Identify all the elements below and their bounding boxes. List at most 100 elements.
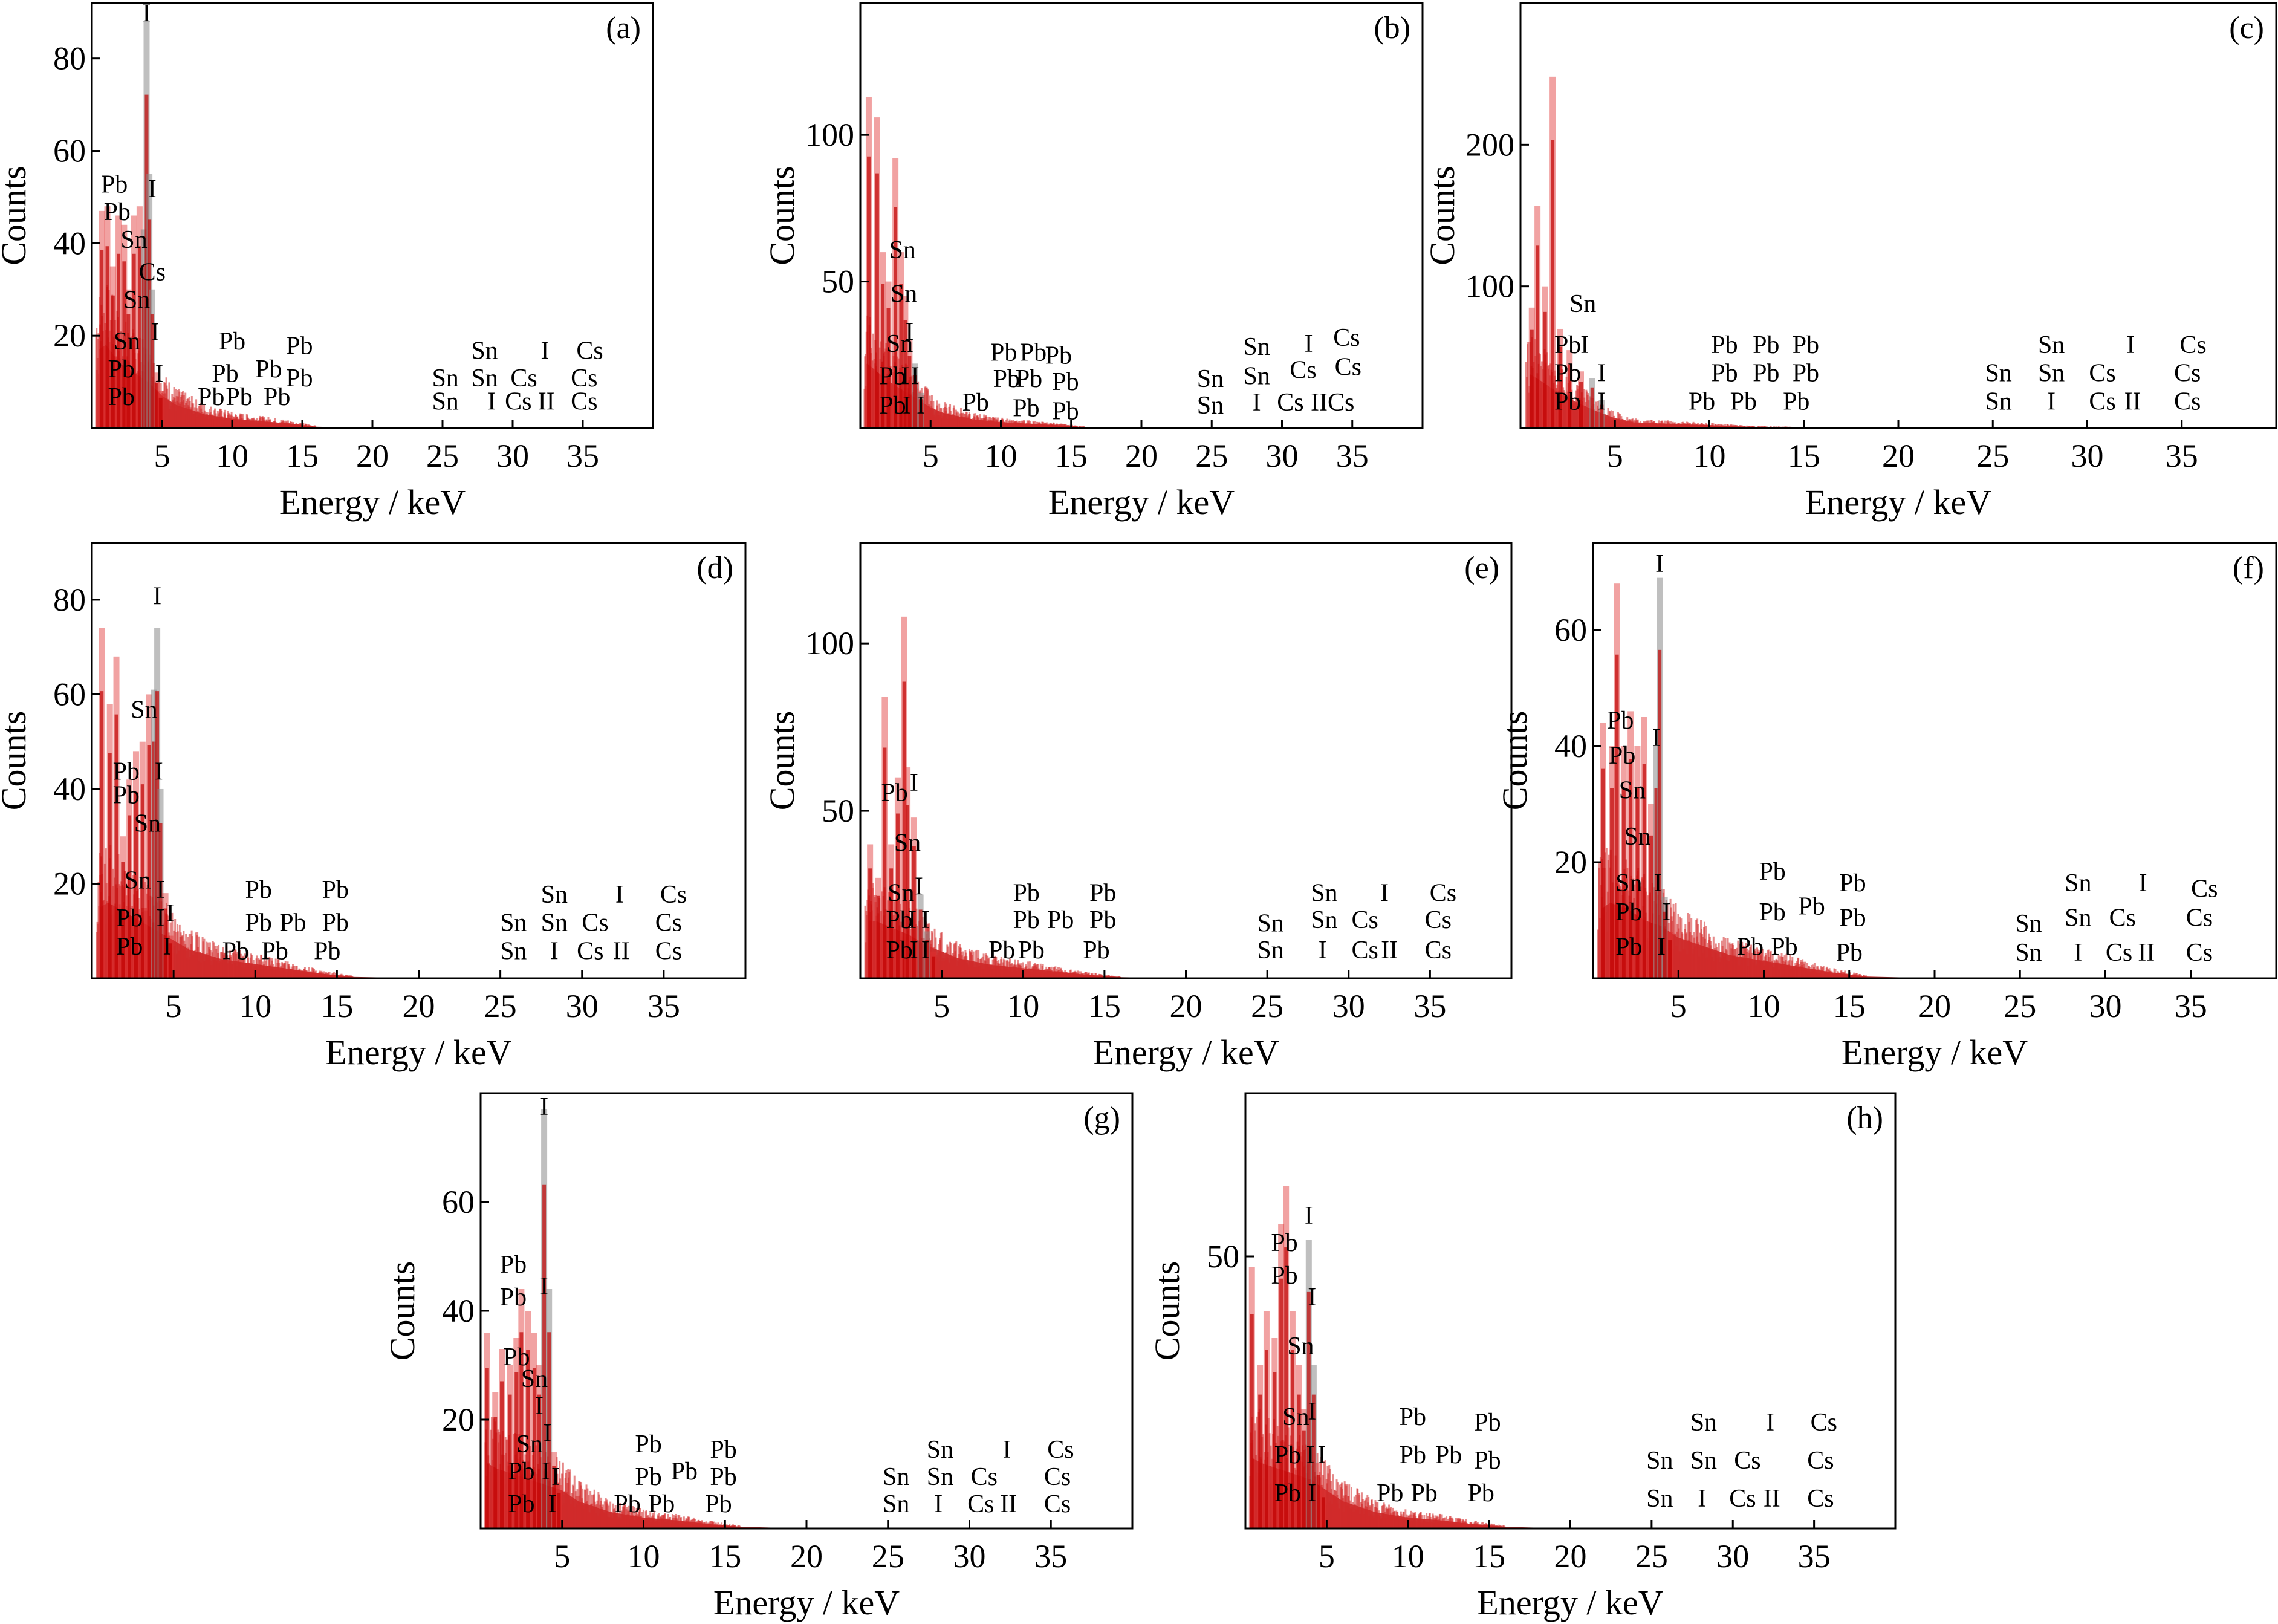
peak-label: Cs [1351,906,1378,934]
peak-label: Cs [571,365,597,392]
spectrum-peak-core [1635,788,1640,978]
peak-label: I [1306,1441,1315,1469]
spectrum-peak-core [932,956,936,978]
peak-label: I [1308,1284,1316,1311]
peak-label: Cs [1351,937,1378,964]
spectrum-peak-core [1668,940,1672,978]
x-tick-label: 20 [790,1538,823,1574]
peak-label: Cs [2186,939,2213,967]
peak-label: Cs [1425,937,1452,964]
spectrum-peak-core [1590,387,1594,428]
spectrum-peak-core [902,681,906,978]
peak-label: I [1002,1436,1011,1464]
plot-area [863,97,1141,428]
x-tick-label: 20 [1170,988,1202,1024]
x-tick-label: 10 [239,988,271,1024]
peak-label: Pb [710,1436,736,1464]
peak-label: Cs [139,258,166,286]
y-axis-title: Counts [762,166,802,265]
x-axis-title: Energy / keV [713,1583,900,1622]
peak-label: Cs [1807,1447,1834,1475]
peak-label: I [163,933,171,961]
x-axis-title: Energy / keV [279,482,466,522]
peak-label: Pb [508,1490,534,1518]
x-tick-label: 20 [1125,438,1158,474]
spectrum-peak-core [108,753,112,978]
peak-label: I [151,319,159,346]
peak-label: Cs [505,388,531,415]
peak-label: Sn [1985,388,2011,416]
spectrum-peak-core [1250,1314,1254,1528]
panel-letter: (b) [1374,11,1410,45]
peak-label: Cs [1290,357,1316,385]
x-tick-label: 5 [1607,438,1623,474]
y-tick-label: 20 [53,865,86,901]
peak-label: I [1653,869,1662,897]
peak-label: Cs [655,909,682,937]
peak-label: II [613,938,630,966]
peak-label: Pb [1607,707,1634,735]
peak-label: I [153,583,161,611]
spectrum-peak-core [918,909,923,978]
peak-label: Pb [1609,742,1635,770]
peak-label: I [1698,1485,1706,1513]
peak-label: Pb [1771,934,1797,961]
spectrum-peak-core [1601,768,1605,978]
spectrum-peak-core [537,1394,542,1528]
x-tick-label: 10 [216,438,248,474]
peak-label: I [155,360,163,388]
peak-label: Pb [503,1343,530,1371]
peak-label: Pb [1759,858,1785,886]
peak-label: Sn [134,810,161,837]
peak-label: Sn [1197,392,1224,420]
peak-label: Pb [1377,1479,1403,1507]
peak-label: Pb [1052,397,1079,425]
x-tick-label: 30 [566,988,599,1024]
x-tick-label: 15 [1473,1538,1505,1574]
peak-label: Cs [2109,905,2136,932]
x-tick-label: 25 [2004,988,2036,1024]
spectrum-peak-core [111,295,115,428]
spectrum-peak-core [1536,245,1540,428]
peak-label: I [917,392,925,420]
spectrum-peak-core [114,714,118,978]
peak-label: Sn [521,1365,548,1393]
peak-label: Pb [705,1490,732,1518]
spectrum-peak-core [881,284,885,428]
peak-label: Cs [571,388,597,415]
peak-label: II [538,388,555,415]
peak-label: Pb [108,356,135,383]
panel-letter: (d) [696,551,733,585]
plot-frame [91,542,747,979]
peak-label: Cs [2089,388,2115,416]
y-tick-label: 100 [805,117,854,153]
y-tick-label: 40 [53,771,86,807]
x-tick-label: 20 [1882,438,1915,474]
spectrum-peak-core [1579,382,1583,428]
peak-label: I [548,1490,557,1518]
x-tick-label: 15 [1788,438,1820,474]
peak-label: Sn [1257,937,1283,964]
spectrum-peak-core [117,253,121,428]
spectrum-peak-core [485,1368,489,1528]
peak-label: Pb [116,933,143,961]
spectrum-panel: 5 10 15 20 25 30 35 20 40 60 80 Energy / keV Counts (… [0,542,747,1072]
peak-label: Sn [2015,939,2042,967]
y-tick-label: 60 [53,133,86,169]
spectrum-peak-core [1615,654,1619,978]
peak-label: Pb [1730,388,1757,416]
peak-label: Sn [1243,333,1270,361]
x-tick-label: 35 [2175,988,2207,1024]
peak-label: Sn [1311,880,1337,908]
peak-label: Pb [226,383,252,411]
spectrum-peak-core [140,784,144,978]
peak-label: Pb [1435,1441,1462,1469]
x-tick-label: 25 [484,988,517,1024]
peak-label: Sn [1619,776,1646,804]
peak-label: Pb [1615,934,1642,961]
peak-label: I [540,1273,548,1301]
x-tick-label: 25 [1635,1538,1668,1574]
peak-label: Pb [1615,898,1642,926]
peak-label: Pb [988,937,1015,964]
peak-label: Sn [889,236,916,264]
